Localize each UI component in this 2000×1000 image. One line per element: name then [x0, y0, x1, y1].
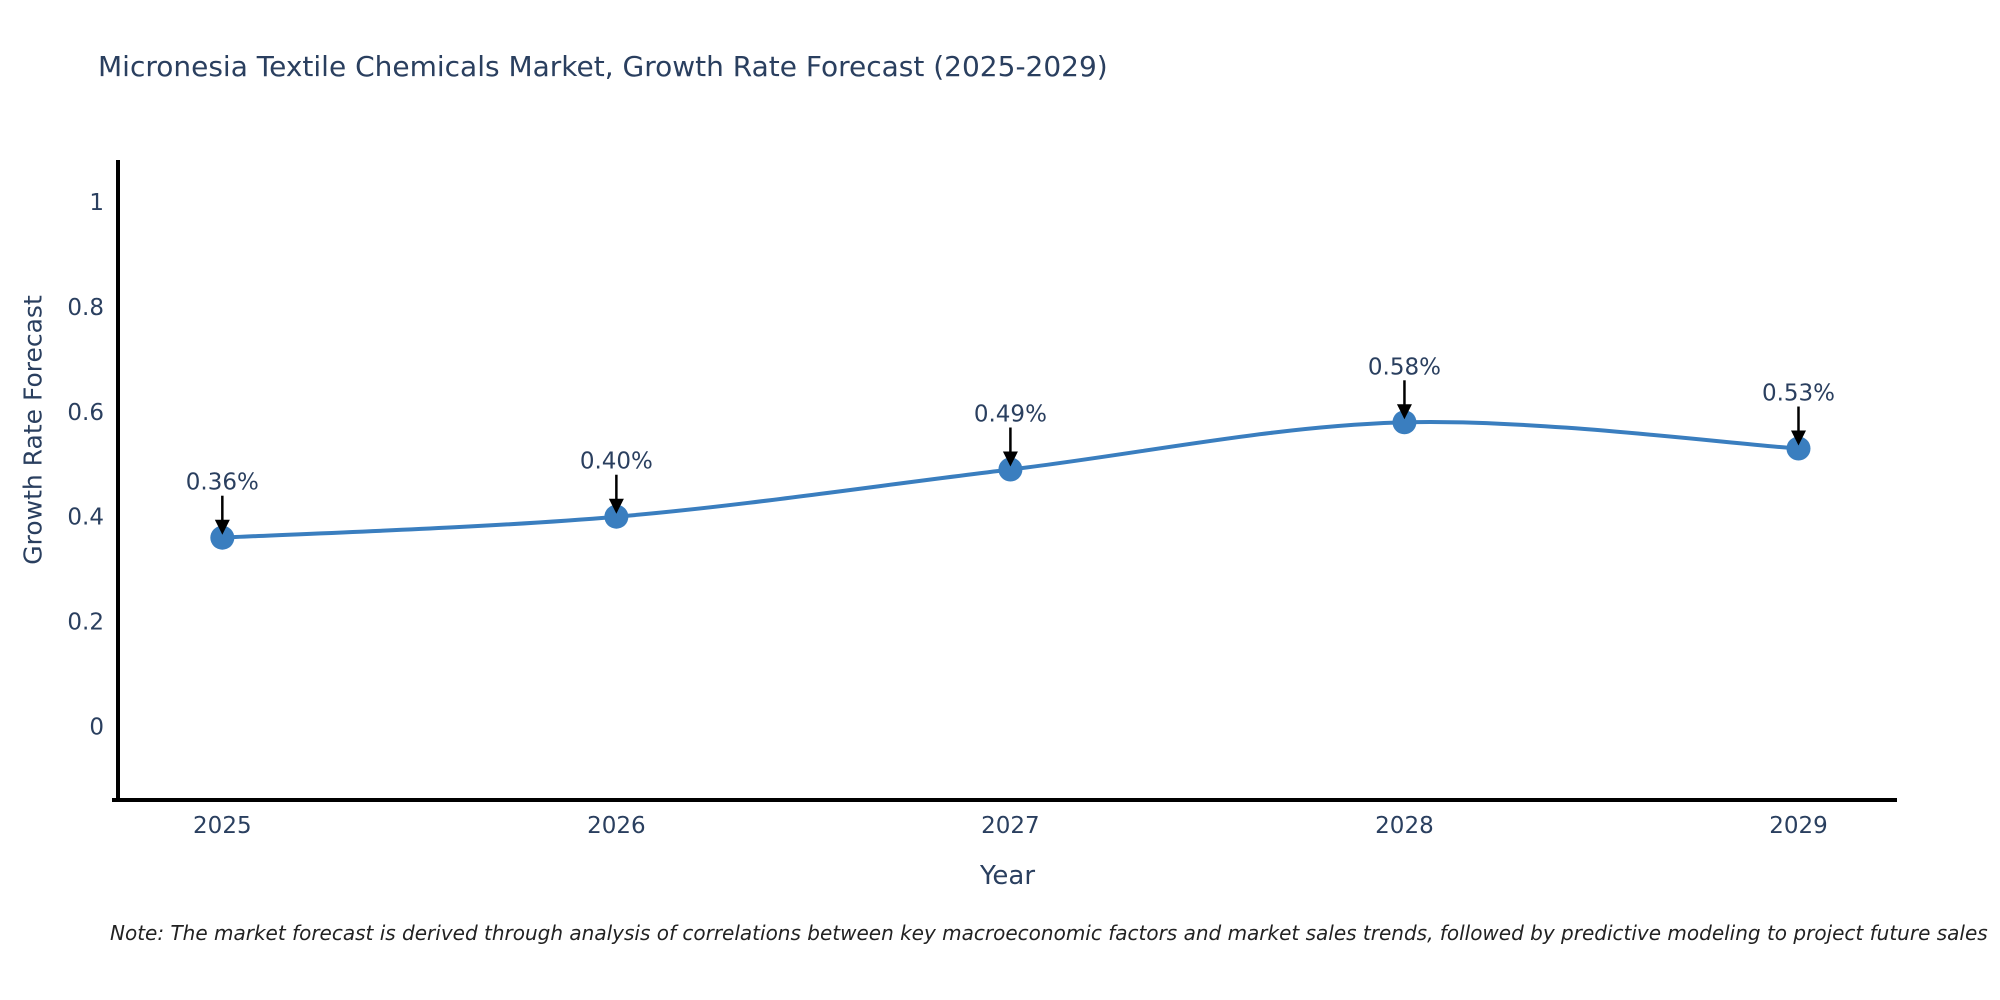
point-annotation: 0.36% — [186, 470, 259, 496]
annotation-arrowhead-icon — [1396, 404, 1412, 420]
point-annotation: 0.40% — [580, 449, 653, 475]
data-point[interactable] — [1392, 410, 1417, 435]
y-tick-label: 0 — [89, 715, 104, 741]
y-tick-label: 0.6 — [67, 400, 104, 426]
footnote: Note: The market forecast is derived thr… — [110, 921, 1988, 945]
x-tick-label: 2026 — [587, 813, 646, 839]
point-annotation: 0.58% — [1368, 354, 1441, 380]
y-tick-label: 1 — [89, 190, 104, 216]
x-tick-label: 2028 — [1375, 813, 1434, 839]
chart-title: Micronesia Textile Chemicals Market, Gro… — [98, 50, 1108, 83]
y-axis-title: Growth Rate Forecast — [18, 295, 48, 565]
x-tick-label: 2029 — [1769, 813, 1828, 839]
data-point[interactable] — [998, 457, 1023, 482]
y-tick-label: 0.2 — [67, 610, 104, 636]
annotation-arrowhead-icon — [1002, 451, 1018, 467]
data-point[interactable] — [604, 504, 629, 529]
x-axis-title: Year — [979, 861, 1036, 891]
y-tick-label: 0.4 — [67, 505, 104, 531]
data-point[interactable] — [1786, 436, 1811, 461]
x-tick-label: 2027 — [981, 813, 1040, 839]
point-annotation: 0.53% — [1762, 381, 1835, 407]
annotation-arrowhead-icon — [608, 498, 624, 514]
annotation-arrowhead-icon — [1790, 430, 1806, 446]
annotation-arrowhead-icon — [214, 519, 230, 535]
x-tick-label: 2025 — [193, 813, 252, 839]
data-point[interactable] — [210, 525, 235, 550]
y-tick-label: 0.8 — [67, 295, 104, 321]
point-annotation: 0.49% — [974, 402, 1047, 428]
